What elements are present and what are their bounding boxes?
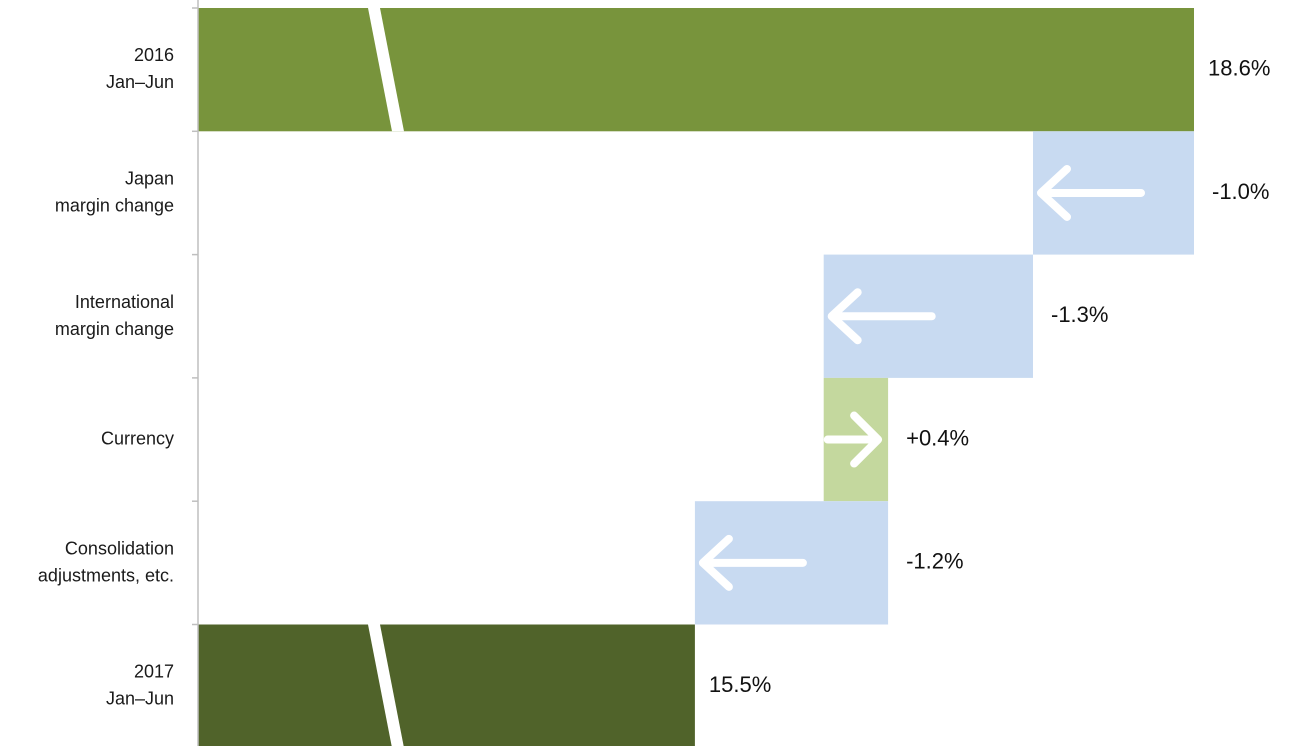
category-axis	[192, 0, 199, 746]
arrow-right-path	[823, 411, 883, 468]
value-label: 18.6%	[1208, 55, 1270, 80]
category-label-line: Jan–Jun	[106, 688, 174, 708]
category-label-line: Jan–Jun	[106, 72, 174, 92]
category-label-line: margin change	[55, 319, 174, 339]
bar-total	[198, 624, 695, 746]
axis-break-mark	[368, 624, 404, 746]
category-label-line: International	[75, 292, 174, 312]
category-label-line: adjustments, etc.	[38, 565, 174, 585]
category-label: 2017 Jan–Jun	[106, 661, 174, 708]
labels-layer: 18.6% 2016 Jan–Jun -1.0% Japan margin change -…	[38, 45, 1270, 709]
arrow-left-icon	[827, 288, 936, 345]
category-label-line: Consolidation	[65, 538, 174, 558]
bars-layer	[198, 8, 1194, 746]
arrow-left-path	[827, 288, 936, 345]
category-label: International margin change	[55, 292, 174, 339]
arrow-left-icon	[698, 534, 807, 591]
arrow-left-icon	[1037, 164, 1145, 221]
category-label-line: 2016	[134, 45, 174, 65]
category-label: Japan margin change	[55, 168, 174, 215]
arrow-left-path	[698, 534, 807, 591]
arrow-right-icon	[823, 411, 883, 468]
value-label: +0.4%	[906, 425, 969, 450]
value-label: 15.5%	[709, 672, 771, 697]
category-label-line: margin change	[55, 195, 174, 215]
arrow-left-path	[1037, 164, 1145, 221]
value-label: -1.0%	[1212, 179, 1269, 204]
value-label: -1.2%	[906, 549, 963, 574]
bar-total	[198, 8, 1194, 132]
category-label-line: Japan	[125, 168, 174, 188]
axis-break-mark	[368, 8, 404, 132]
value-label: -1.3%	[1051, 302, 1108, 327]
category-label: 2016 Jan–Jun	[106, 45, 174, 92]
category-label-line: Currency	[101, 428, 174, 448]
category-label-line: 2017	[134, 661, 174, 681]
category-label: Consolidation adjustments, etc.	[38, 538, 174, 585]
category-label: Currency	[101, 428, 174, 448]
